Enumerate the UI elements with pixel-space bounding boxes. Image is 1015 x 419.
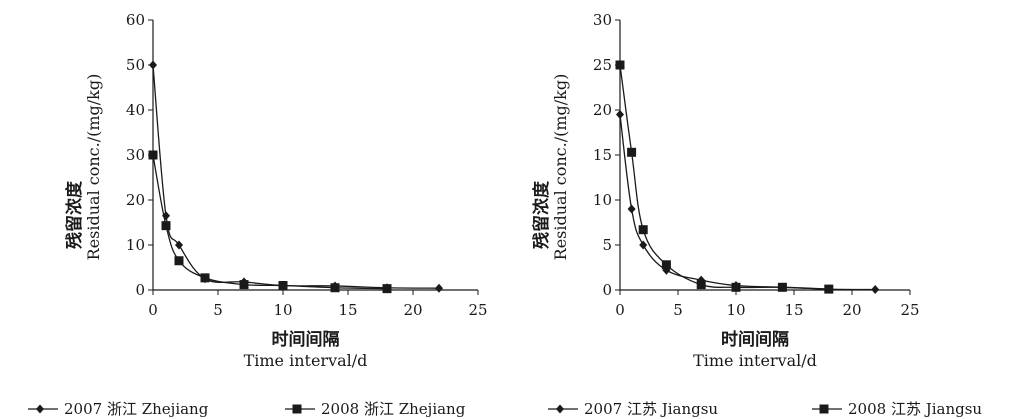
data-point-square [661, 260, 671, 270]
y-tick-label: 30 [126, 146, 145, 164]
legend-marker-square [292, 404, 302, 414]
legend: 2007 浙江 Zhejiang 2008 浙江 Zhejiang 2007 江苏 … [28, 400, 982, 418]
x-axis-title: Time interval/d [244, 351, 368, 370]
x-tick-label: 20 [403, 301, 422, 319]
data-point-square [731, 282, 741, 292]
data-point-square [239, 280, 249, 290]
y-tick-label: 60 [126, 11, 145, 29]
y-tick-label: 5 [602, 236, 612, 254]
legend-label: 2008 浙江 Zhejiang [321, 400, 466, 418]
x-tick-label: 5 [213, 301, 223, 319]
y-tick-label: 10 [126, 236, 145, 254]
y-axis-title: Residual conc./(mg/kg) [551, 74, 570, 261]
series-line-square [152, 154, 388, 290]
x-axis-title-cn: 时间间隔 [721, 329, 789, 350]
y-tick-label: 20 [126, 191, 145, 209]
data-point-square [330, 283, 340, 293]
x-axis-title-cn: 时间间隔 [272, 329, 340, 350]
data-point-diamond [627, 204, 636, 214]
data-point-square [174, 256, 184, 266]
y-tick-label: 30 [593, 11, 612, 29]
y-tick-label: 25 [593, 56, 612, 74]
legend-label: 2007 浙江 Zhejiang [64, 400, 209, 418]
data-point-diamond [435, 283, 443, 293]
x-tick-label: 10 [273, 301, 292, 319]
x-tick-label: 15 [784, 301, 803, 319]
data-point-square [382, 284, 392, 294]
series-line-diamond [619, 114, 876, 291]
data-point-square [627, 147, 637, 157]
x-tick-label: 0 [148, 301, 158, 319]
data-point-square [200, 273, 210, 283]
series-line-square [619, 64, 829, 290]
x-tick-label: 5 [673, 301, 683, 319]
legend-marker-square [819, 404, 829, 414]
x-tick-label: 15 [338, 301, 357, 319]
y-tick-label: 0 [135, 281, 145, 299]
data-point-diamond [175, 240, 183, 250]
y-tick-label: 50 [126, 56, 145, 74]
data-point-diamond [149, 60, 157, 70]
y-tick-label: 0 [602, 281, 612, 299]
series-line-diamond [152, 64, 440, 289]
y-tick-label: 40 [126, 101, 145, 119]
data-point-square [696, 280, 706, 290]
x-tick-label: 0 [615, 301, 625, 319]
data-point-diamond [616, 110, 624, 119]
x-tick-label: 20 [842, 301, 861, 319]
legend-label: 2008 江苏 Jiangsu [848, 400, 982, 418]
x-tick-label: 10 [726, 301, 745, 319]
y-tick-label: 10 [593, 191, 612, 209]
data-point-square [615, 60, 625, 70]
legend-marker-diamond [556, 404, 564, 414]
legend-marker-diamond [36, 404, 44, 414]
data-point-square [824, 284, 834, 294]
data-point-square [638, 225, 648, 235]
y-tick-label: 15 [593, 146, 612, 164]
x-tick-label: 25 [468, 301, 487, 319]
legend-label: 2007 江苏 Jiangsu [584, 400, 718, 418]
y-axis-title-cn: 残留浓度 [531, 180, 552, 249]
data-point-square [777, 282, 787, 292]
y-axis-title: Residual conc./(mg/kg) [84, 74, 103, 261]
data-point-diamond [639, 240, 648, 250]
x-axis-title: Time interval/d [693, 351, 817, 370]
y-tick-label: 20 [593, 101, 612, 119]
data-point-square [278, 281, 288, 290]
data-point-square [148, 150, 158, 160]
data-point-square [161, 221, 171, 231]
x-tick-label: 25 [900, 301, 919, 319]
y-axis-title-cn: 残留浓度 [64, 180, 85, 249]
data-point-diamond [871, 285, 880, 295]
